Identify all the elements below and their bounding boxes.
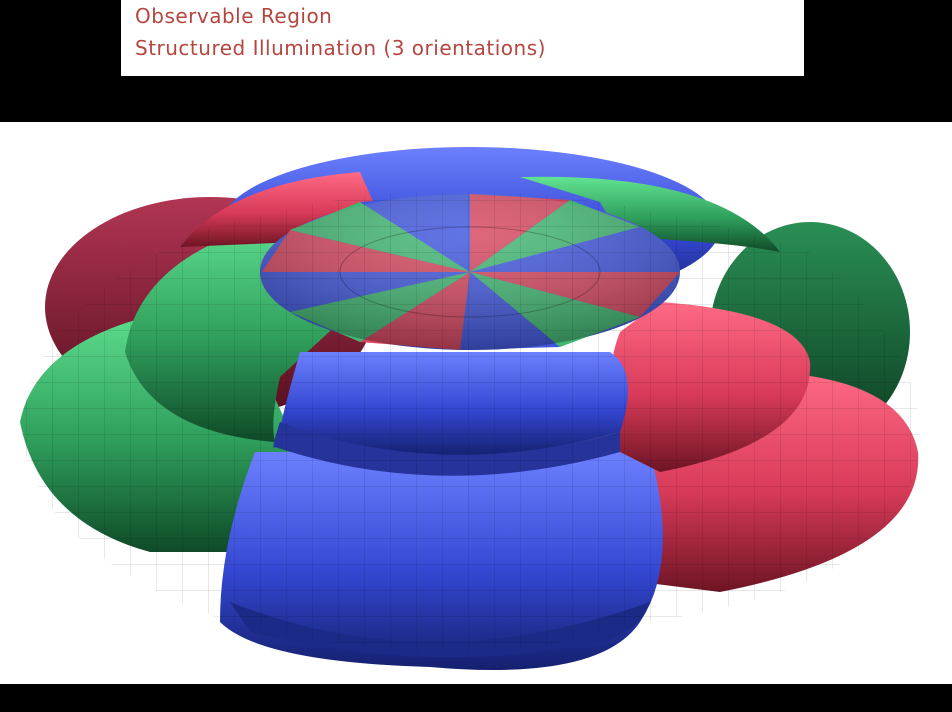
legend-structured-illumination: Structured Illumination (3 orientations) — [135, 36, 546, 60]
render-area — [0, 122, 952, 684]
legend-box: Observable Region Structured Illuminatio… — [121, 0, 804, 76]
otf-surface-render — [20, 147, 920, 670]
legend-observable-region: Observable Region — [135, 4, 333, 28]
